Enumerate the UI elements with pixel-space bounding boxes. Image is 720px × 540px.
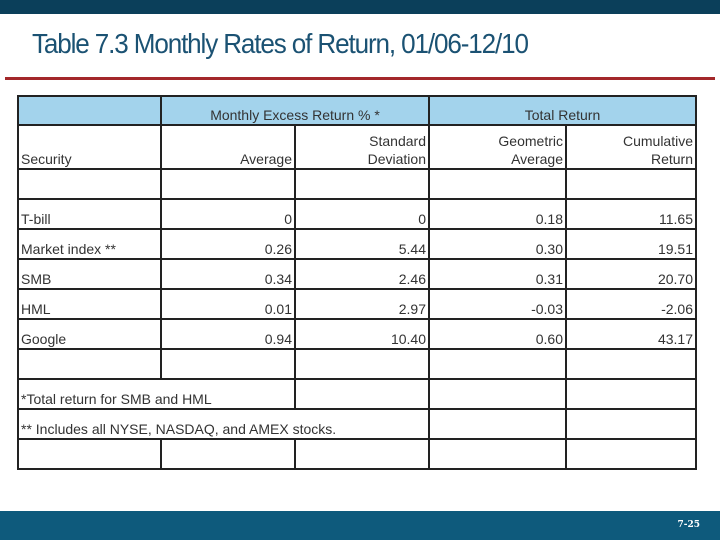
cell-geo-avg: 0.31: [428, 258, 567, 290]
footnote-market-index: ** Includes all NYSE, NASDAQ, and AMEX s…: [17, 408, 430, 440]
col-header-cum-line2: Return: [650, 151, 693, 167]
footnote-total-return: *Total return for SMB and HML: [17, 378, 296, 410]
col-header-average: Average: [160, 124, 296, 170]
cell-cumulative: 43.17: [565, 318, 697, 350]
page-number: 7-25: [677, 520, 700, 530]
footer-bar: 7-25: [0, 511, 720, 540]
group-header-total-label: Total Return: [524, 107, 601, 123]
cell-cumulative: 20.70: [565, 258, 697, 290]
cell-geo-avg: -0.03: [428, 288, 567, 320]
cell-geo-avg: 0.60: [428, 318, 567, 350]
cell-cumulative: -2.06: [565, 288, 697, 320]
cell-average: 0.01: [160, 288, 296, 320]
col-header-cumulative: Cumulative Return: [565, 124, 697, 170]
cell-geo-avg: 0.18: [428, 198, 567, 230]
cell-std-dev: 2.97: [294, 288, 430, 320]
table-row: Google 0.94 10.40 0.60 43.17: [17, 318, 697, 350]
cell-average: 0: [160, 198, 296, 230]
table-row: Market index ** 0.26 5.44 0.30 19.51: [17, 228, 697, 260]
col-header-cum-line1: Cumulative: [622, 133, 693, 149]
header-blank-cell: [17, 95, 162, 126]
group-header-excess: Monthly Excess Return % *: [160, 95, 430, 126]
cell-std-dev: 2.46: [294, 258, 430, 290]
col-header-geo-line1: Geometric: [498, 133, 563, 149]
cell-average: 0.94: [160, 318, 296, 350]
column-header-row: Security Average Standard Deviation Geome…: [17, 124, 697, 170]
footnote-row: ** Includes all NYSE, NASDAQ, and AMEX s…: [17, 408, 697, 440]
cell-security: Market index **: [17, 228, 162, 260]
cell-std-dev: 10.40: [294, 318, 430, 350]
table-row: HML 0.01 2.97 -0.03 -2.06: [17, 288, 697, 320]
group-header-row: Monthly Excess Return % * Total Return: [17, 95, 697, 126]
cell-geo-avg: 0.30: [428, 228, 567, 260]
col-header-security: Security: [17, 124, 162, 170]
cell-security: HML: [17, 288, 162, 320]
col-header-geo-line2: Average: [511, 151, 563, 167]
table-row: T-bill 0 0 0.18 11.65: [17, 198, 697, 230]
title-divider: [5, 77, 715, 80]
top-bar: [0, 0, 720, 14]
cell-security: T-bill: [17, 198, 162, 230]
col-header-geo-avg: Geometric Average: [428, 124, 567, 170]
slide-title: Table 7.3 Monthly Rates of Return, 01/06…: [32, 28, 529, 59]
cell-cumulative: 19.51: [565, 228, 697, 260]
footnote-row: *Total return for SMB and HML: [17, 378, 697, 410]
group-header-total: Total Return: [428, 95, 697, 126]
cell-std-dev: 0: [294, 198, 430, 230]
col-header-std-dev-line2: Deviation: [367, 151, 426, 167]
cell-average: 0.34: [160, 258, 296, 290]
cell-security: Google: [17, 318, 162, 350]
spacer-row: [17, 168, 697, 200]
cell-security: SMB: [17, 258, 162, 290]
spacer-row: [17, 438, 697, 470]
returns-table: Monthly Excess Return % * Total Return S…: [17, 95, 697, 470]
table-row: SMB 0.34 2.46 0.31 20.70: [17, 258, 697, 290]
cell-std-dev: 5.44: [294, 228, 430, 260]
spacer-row: [17, 348, 697, 380]
cell-average: 0.26: [160, 228, 296, 260]
cell-cumulative: 11.65: [565, 198, 697, 230]
col-header-std-dev-line1: Standard: [369, 133, 426, 149]
col-header-std-dev: Standard Deviation: [294, 124, 430, 170]
